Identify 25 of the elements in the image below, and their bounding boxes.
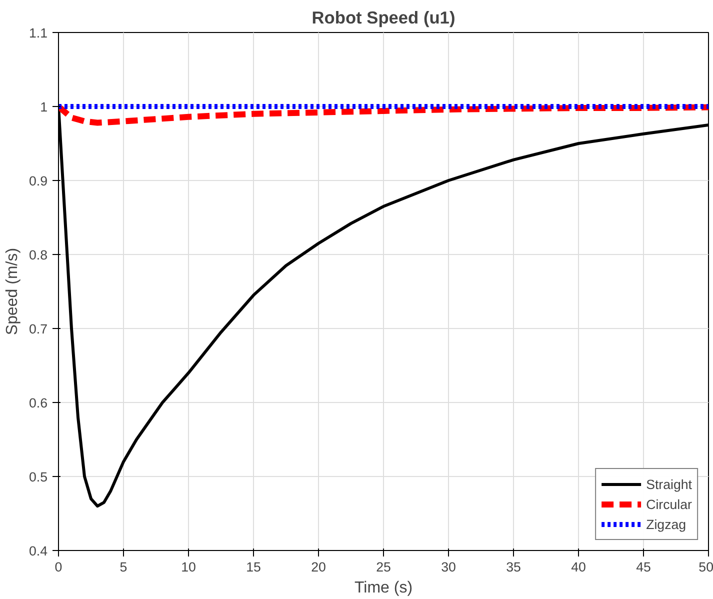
x-tick-label: 15 bbox=[246, 560, 261, 574]
y-tick-label: 0.8 bbox=[28, 248, 48, 262]
y-tick-label: 0.7 bbox=[28, 322, 48, 336]
y-tick-label: 0.6 bbox=[28, 396, 48, 410]
chart-title: Robot Speed (u1) bbox=[312, 8, 456, 28]
legend-label: Circular bbox=[646, 496, 692, 512]
x-tick-label: 35 bbox=[506, 560, 521, 574]
x-tick-label: 5 bbox=[120, 560, 128, 574]
x-axis-title: Time (s) bbox=[354, 580, 413, 596]
x-tick-label: 40 bbox=[571, 560, 586, 574]
x-tick-label: 10 bbox=[181, 560, 196, 574]
y-tick-label: 0.5 bbox=[28, 470, 48, 484]
x-tick-label: 20 bbox=[311, 560, 326, 574]
y-tick-label: 0.4 bbox=[28, 544, 48, 558]
y-tick-label: 1.1 bbox=[28, 26, 48, 40]
x-tick-label: 25 bbox=[376, 560, 391, 574]
y-tick-label: 0.9 bbox=[28, 174, 48, 188]
x-tick-label: 50 bbox=[698, 560, 713, 574]
x-tick-label: 30 bbox=[441, 560, 456, 574]
y-axis-title: Speed (m/s) bbox=[4, 248, 21, 336]
legend-label: Straight bbox=[646, 476, 692, 492]
x-tick-label: 0 bbox=[54, 560, 62, 574]
y-tick-label: 1 bbox=[40, 100, 48, 114]
legend-label: Zigzag bbox=[646, 516, 686, 532]
x-tick-label: 45 bbox=[636, 560, 651, 574]
